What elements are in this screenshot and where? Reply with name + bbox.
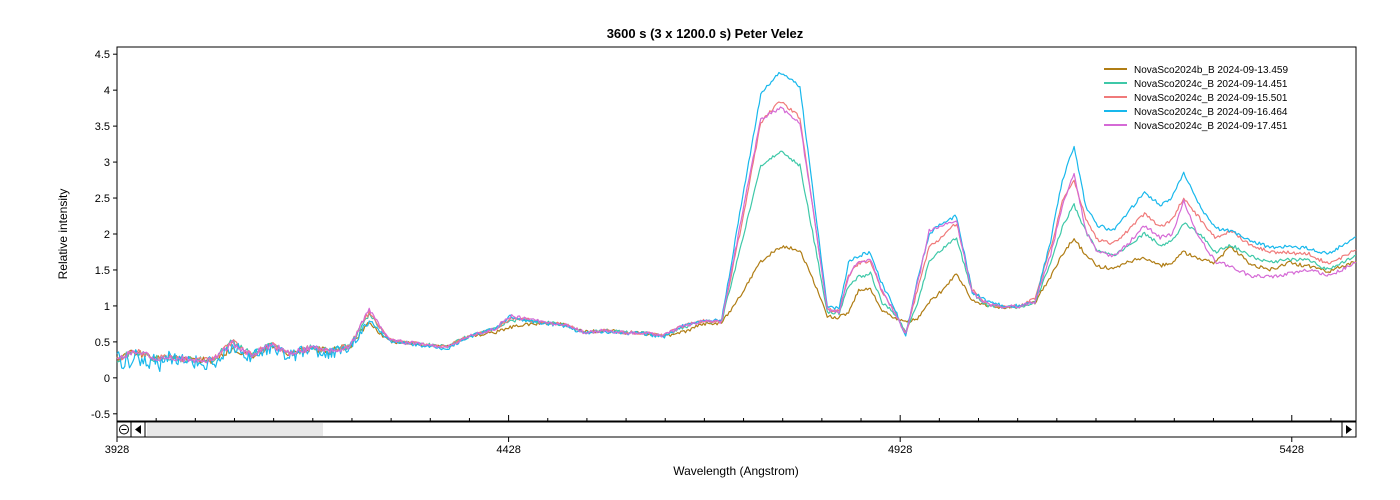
- y-tick-label: 4: [104, 85, 110, 97]
- scroll-right-button[interactable]: [1341, 421, 1357, 438]
- x-tick-label: 5428: [1280, 444, 1304, 456]
- legend-entry: NovaSco2024c_B 2024-09-16.464: [1134, 107, 1288, 118]
- y-tick-label: 3: [104, 157, 110, 169]
- y-tick-label: 0: [104, 373, 110, 385]
- y-axis-title: Relative intensity: [56, 189, 70, 280]
- series-lines: [116, 71, 1357, 372]
- x-axis-title: Wavelength (Angstrom): [673, 464, 799, 478]
- zoom-out-button[interactable]: [116, 421, 132, 438]
- y-tick-label: 1: [104, 301, 110, 313]
- x-axis: 3928 4428 4928 5428: [105, 415, 1332, 456]
- y-tick-label: 0.5: [95, 337, 110, 349]
- chart-title: 3600 s (3 x 1200.0 s) Peter Velez: [607, 26, 804, 41]
- y-tick-label: 2.5: [95, 193, 110, 205]
- x-tick-label: 4428: [496, 444, 520, 456]
- y-tick-label: 3.5: [95, 121, 110, 133]
- scroll-left-button[interactable]: [130, 421, 146, 438]
- legend: NovaSco2024b_B 2024-09-13.459 NovaSco2024…: [1104, 65, 1288, 132]
- x-tick-label: 3928: [105, 444, 129, 456]
- legend-entry: NovaSco2024b_B 2024-09-13.459: [1134, 65, 1288, 76]
- legend-entry: NovaSco2024c_B 2024-09-15.501: [1134, 93, 1288, 104]
- series-line: [116, 106, 1357, 364]
- y-axis: -0.5 0 0.5 1 1.5 2 2.5 3 3.5 4 4.5: [91, 49, 117, 421]
- y-tick-label: 4.5: [95, 49, 110, 61]
- y-tick-label: 2: [104, 229, 110, 241]
- y-tick-label: -0.5: [91, 409, 110, 421]
- y-tick-label: 1.5: [95, 265, 110, 277]
- x-tick-label: 4928: [888, 444, 912, 456]
- legend-entry: NovaSco2024c_B 2024-09-14.451: [1134, 79, 1288, 90]
- scroll-thumb[interactable]: [147, 423, 323, 436]
- series-line: [116, 238, 1357, 364]
- horizontal-scrollbar[interactable]: [116, 421, 1357, 438]
- right-arrow-icon: [1346, 425, 1352, 434]
- left-arrow-icon: [135, 425, 141, 434]
- series-line: [116, 71, 1357, 372]
- legend-entry: NovaSco2024c_B 2024-09-17.451: [1134, 121, 1288, 132]
- minus-circle-icon: [119, 424, 129, 435]
